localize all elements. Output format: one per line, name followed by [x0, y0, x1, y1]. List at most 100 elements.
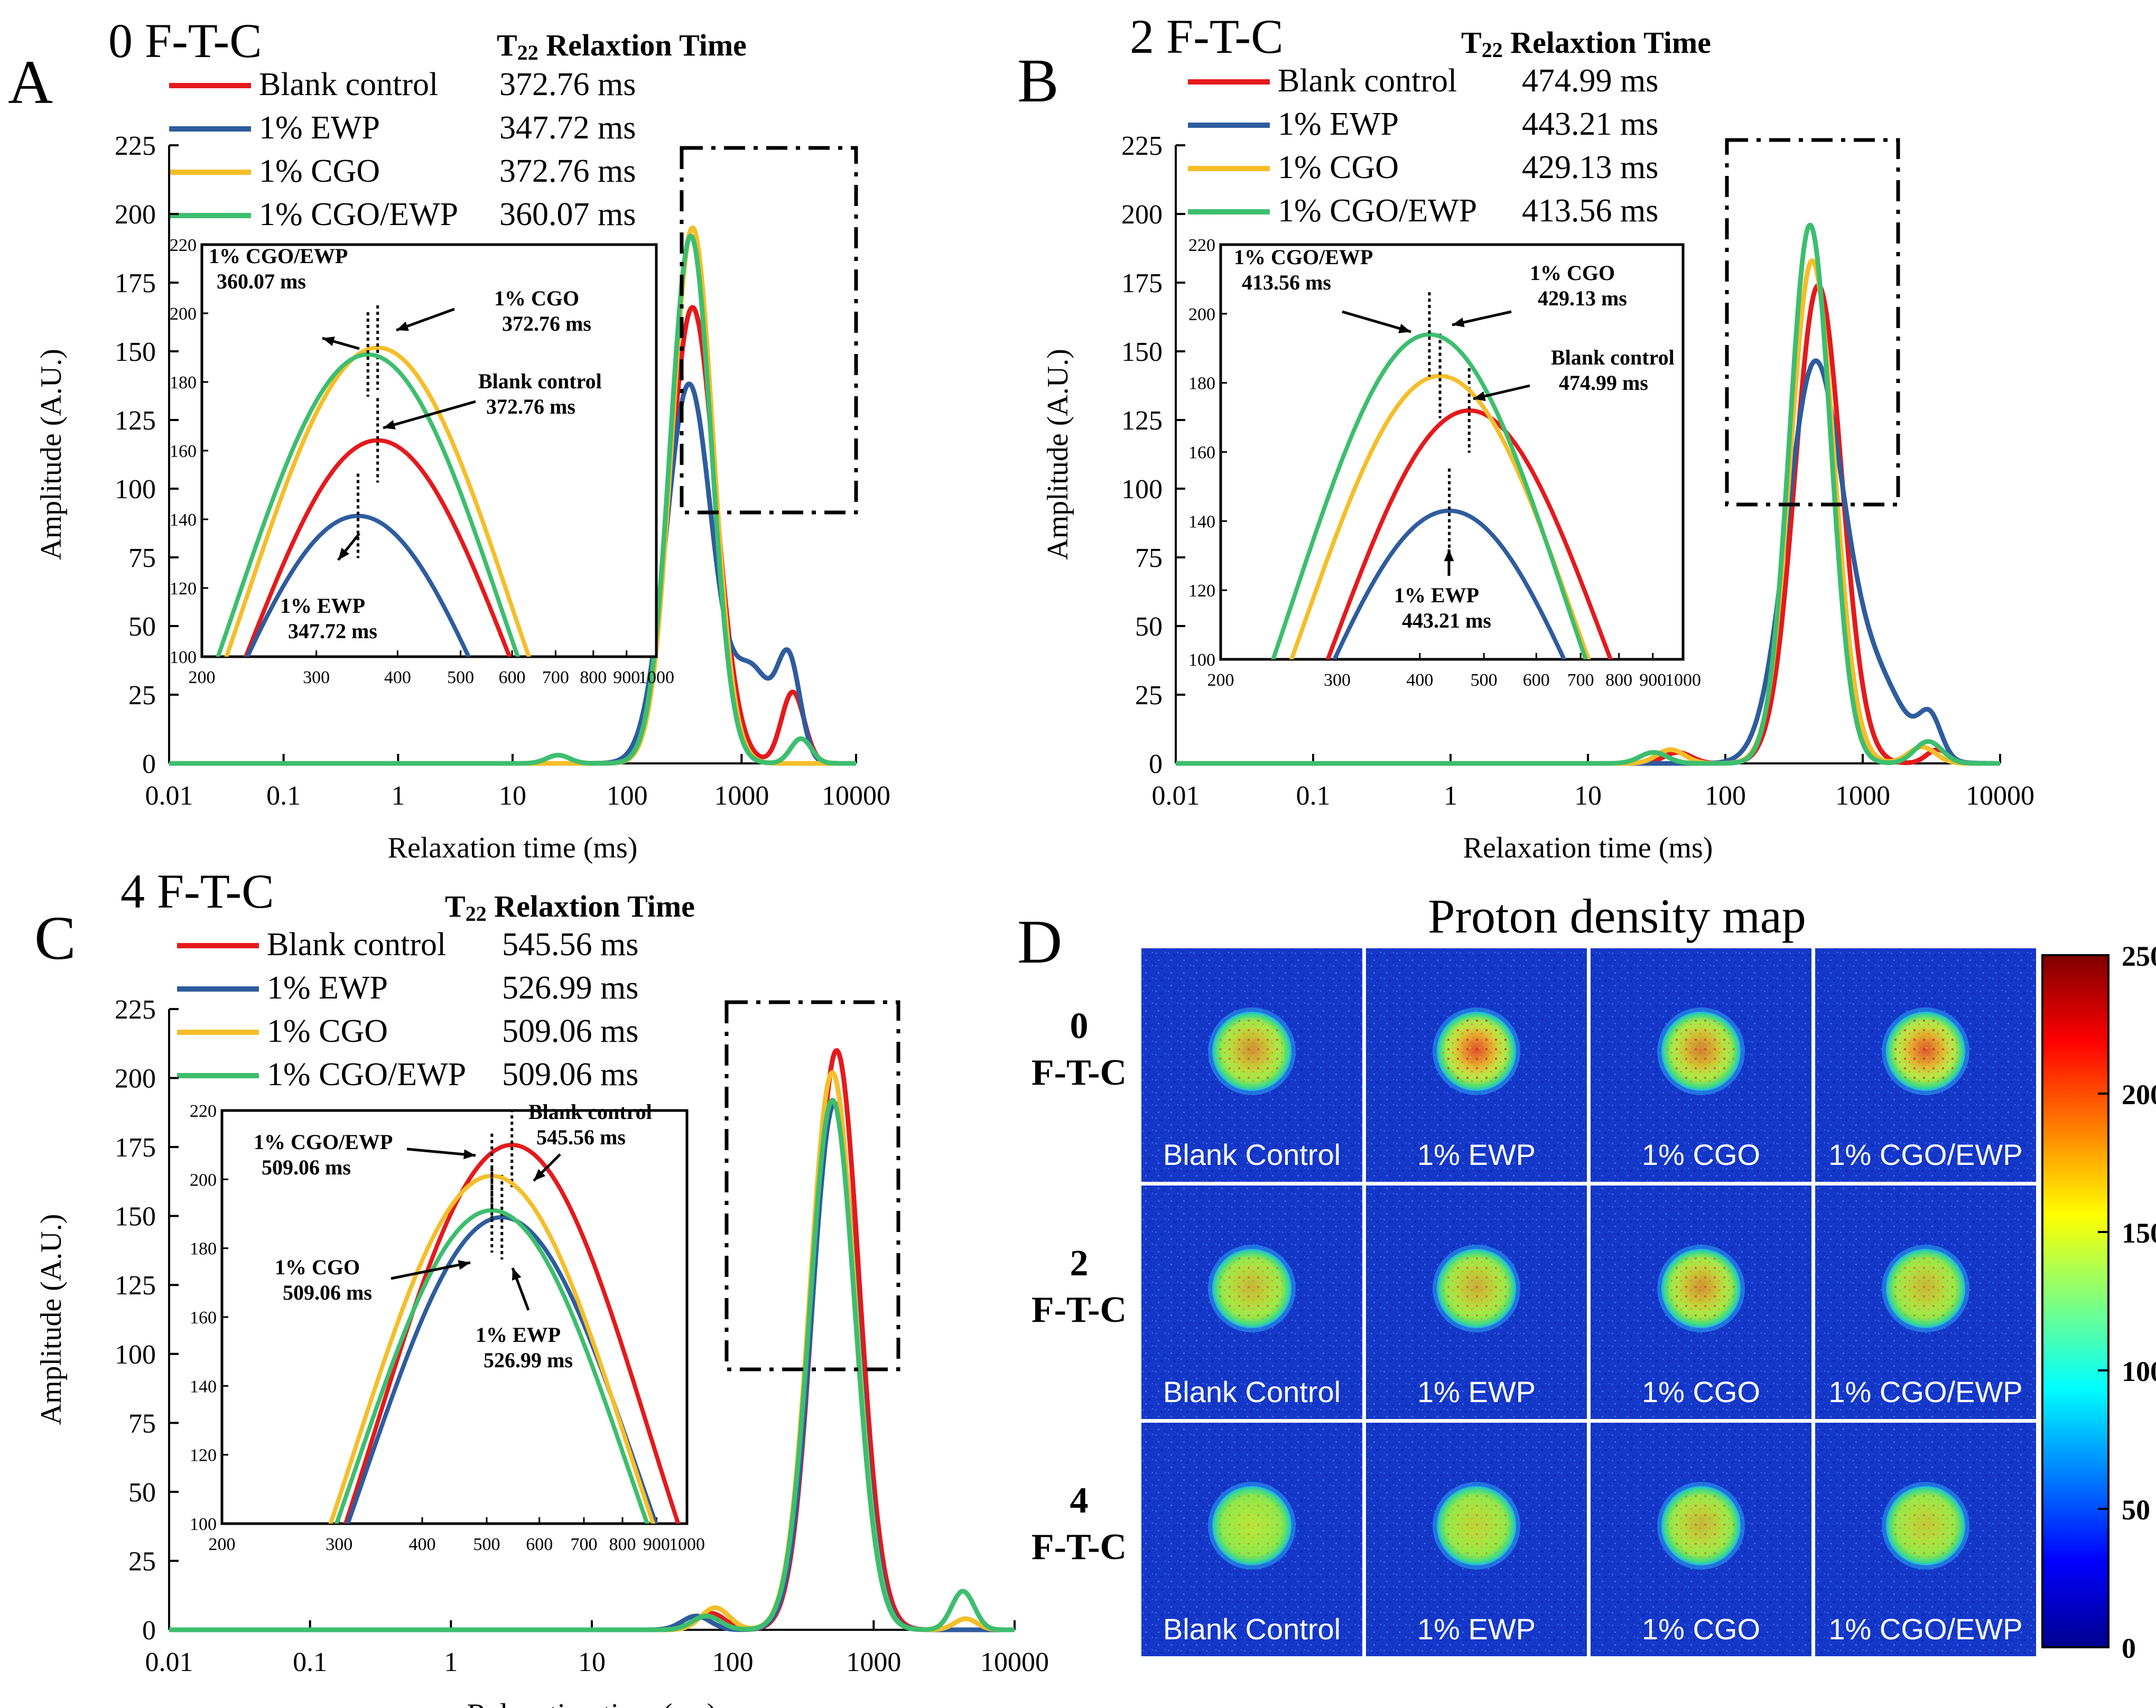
- sample-label: 1% CGO: [1642, 1138, 1760, 1171]
- legend-header-sub: 22: [517, 41, 538, 64]
- inset-x-tick-label: 900: [643, 1535, 670, 1554]
- zoom-box: [724, 1000, 900, 1371]
- inset-arrow-head: [512, 1268, 522, 1281]
- legend-value: 509.06 ms: [502, 1013, 638, 1049]
- x-axis-label: Relaxation time (ms): [388, 832, 638, 864]
- inset-annotation-label: 1% EWP: [280, 594, 365, 618]
- inset-curve-cgo: [224, 345, 531, 657]
- inset-annotation-value: 413.56 ms: [1242, 270, 1331, 294]
- y-tick-label: 225: [115, 131, 156, 161]
- density-map-cell: Blank Control: [1141, 1186, 1362, 1419]
- legend-value: 443.21 ms: [1522, 106, 1658, 142]
- x-tick-label: 10: [578, 1647, 606, 1677]
- sample-speckle: [1218, 1018, 1286, 1085]
- y-tick-label: 0: [142, 749, 156, 779]
- y-tick-label: 225: [115, 995, 156, 1025]
- row-label-number: 2: [1070, 1243, 1089, 1284]
- x-tick-label: 10000: [980, 1647, 1049, 1677]
- inset-annotation-label: 1% CGO: [1530, 261, 1615, 285]
- inset-x-tick-label: 500: [447, 668, 474, 687]
- inset-x-tick-label: 300: [1324, 670, 1351, 690]
- y-tick-label: 0: [1149, 749, 1163, 779]
- colorbar-tick-label: 150: [2122, 1217, 2156, 1249]
- inset-y-tick-label: 200: [1188, 305, 1215, 324]
- density-map-cell: 1% CGO/EWP: [1815, 948, 2036, 1182]
- colorbar-tick-label: 250: [2122, 940, 2156, 972]
- inset-x-tick-label: 700: [1567, 670, 1594, 690]
- inset-arrow-head: [1452, 318, 1465, 328]
- panel-title: 2 F-T-C: [1130, 10, 1284, 63]
- inset-y-tick-label: 120: [1188, 581, 1215, 601]
- legend-header-rest: Relaxtion Time: [538, 28, 747, 62]
- inset-annotation-label: Blank control: [478, 369, 602, 393]
- x-tick-label: 0.1: [1296, 781, 1331, 811]
- y-tick-label: 100: [1121, 474, 1163, 505]
- legend-value: 474.99 ms: [1522, 63, 1658, 99]
- inset-arrow: [391, 1261, 471, 1280]
- inset-y-tick-label: 140: [170, 510, 197, 530]
- legend-value: 372.76 ms: [499, 67, 636, 102]
- inset-x-tick-label: 200: [189, 668, 216, 687]
- sample-label: Blank Control: [1163, 1138, 1341, 1171]
- y-tick-label: 125: [115, 1271, 156, 1301]
- inset-frame: [220, 1109, 689, 1525]
- sample-speckle: [1218, 1492, 1286, 1560]
- y-tick-label: 150: [115, 1202, 156, 1232]
- x-tick-label: 10: [499, 781, 526, 811]
- legend-value: 347.72 ms: [499, 110, 636, 146]
- row-label-cycles: F-T-C: [1031, 1052, 1127, 1093]
- legend-label: 1% EWP: [267, 970, 388, 1006]
- inset-annotation-value: 509.06 ms: [262, 1155, 351, 1179]
- panel-letter: B: [1017, 46, 1059, 115]
- legend-value: 429.13 ms: [1522, 150, 1658, 185]
- x-tick-label: 0.01: [1152, 781, 1200, 811]
- y-tick-label: 200: [115, 1064, 156, 1094]
- panel-letter: C: [34, 903, 76, 973]
- inset-y-tick-label: 160: [170, 442, 197, 461]
- inset-x-tick-label: 1000: [638, 668, 674, 687]
- legend-label: Blank control: [1278, 63, 1457, 99]
- sample-label: Blank Control: [1163, 1612, 1341, 1646]
- legend-header-sub: 22: [1482, 38, 1503, 62]
- y-tick-label: 175: [115, 268, 156, 298]
- y-tick-label: 75: [1135, 543, 1163, 573]
- inset-y-tick-label: 140: [1188, 512, 1215, 531]
- row-label-cycles: F-T-C: [1031, 1527, 1127, 1567]
- x-tick-label: 100: [607, 781, 648, 811]
- inset-x-tick-label: 900: [613, 668, 640, 687]
- inset-annotation-value: 526.99 ms: [484, 1348, 573, 1372]
- inset-x-tick-label: 500: [473, 1535, 500, 1554]
- inset-x-tick-label: 300: [326, 1535, 352, 1554]
- inset-curve-ewp: [1332, 508, 1567, 659]
- inset-curve-cgo: [1289, 374, 1591, 659]
- legend-label: Blank control: [267, 927, 446, 963]
- inset-arrow-head: [338, 547, 350, 560]
- sample-label: 1% CGO: [1642, 1375, 1760, 1408]
- y-tick-label: 50: [128, 1478, 156, 1508]
- legend-value: 413.56 ms: [1522, 193, 1658, 229]
- y-tick-label: 175: [1121, 268, 1163, 298]
- y-tick-label: 150: [1121, 337, 1163, 367]
- legend-label: 1% CGO: [267, 1013, 388, 1049]
- row-label-cycles: F-T-C: [1031, 1290, 1127, 1330]
- inset-curve-blank: [243, 438, 512, 657]
- inset-x-tick-label: 300: [303, 668, 330, 687]
- series-cgoewp: [168, 1097, 1016, 1632]
- sample-speckle: [1443, 1018, 1510, 1085]
- inset-annotation-label: Blank control: [528, 1100, 652, 1124]
- inset-curve-cgoewp: [334, 1208, 649, 1524]
- inset: 100 120 140 160 180 200 220 200 300 400 500 600 700 8…: [1188, 236, 1701, 690]
- legend-header-t: T: [497, 28, 517, 62]
- legend-value: 509.06 ms: [502, 1057, 638, 1093]
- inset-curve-cgoewp: [216, 352, 521, 657]
- y-tick-label: 50: [1135, 612, 1163, 642]
- inset-curves: [328, 1110, 681, 1524]
- y-tick-label: 25: [1135, 680, 1163, 711]
- inset-curve-cgoewp: [1271, 332, 1588, 659]
- legend-label: 1% EWP: [259, 110, 380, 146]
- inset-curves: [216, 305, 531, 657]
- panel-letter: D: [1017, 907, 1062, 976]
- y-tick-label: 100: [115, 474, 156, 505]
- y-tick-label: 25: [128, 680, 156, 711]
